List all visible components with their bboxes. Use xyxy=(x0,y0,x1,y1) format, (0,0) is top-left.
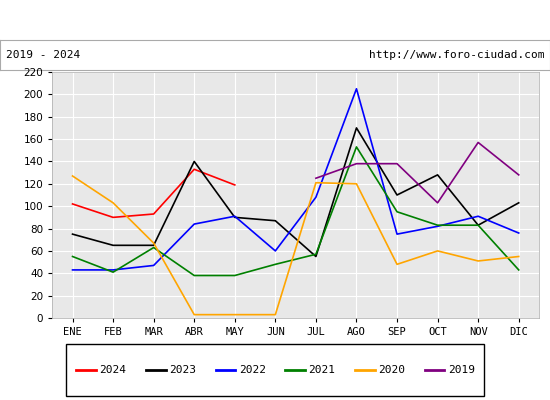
Text: 2019: 2019 xyxy=(448,365,475,375)
Text: http://www.foro-ciudad.com: http://www.foro-ciudad.com xyxy=(369,50,544,60)
Text: 2023: 2023 xyxy=(169,365,196,375)
Text: 2022: 2022 xyxy=(239,365,266,375)
FancyBboxPatch shape xyxy=(66,344,484,396)
Text: 2021: 2021 xyxy=(309,365,336,375)
Text: 2019 - 2024: 2019 - 2024 xyxy=(6,50,80,60)
Text: 2020: 2020 xyxy=(378,365,405,375)
Text: Evolucion Nº Turistas Extranjeros en el municipio de Berlanga de Duero: Evolucion Nº Turistas Extranjeros en el … xyxy=(13,14,537,28)
Text: 2024: 2024 xyxy=(100,365,126,375)
